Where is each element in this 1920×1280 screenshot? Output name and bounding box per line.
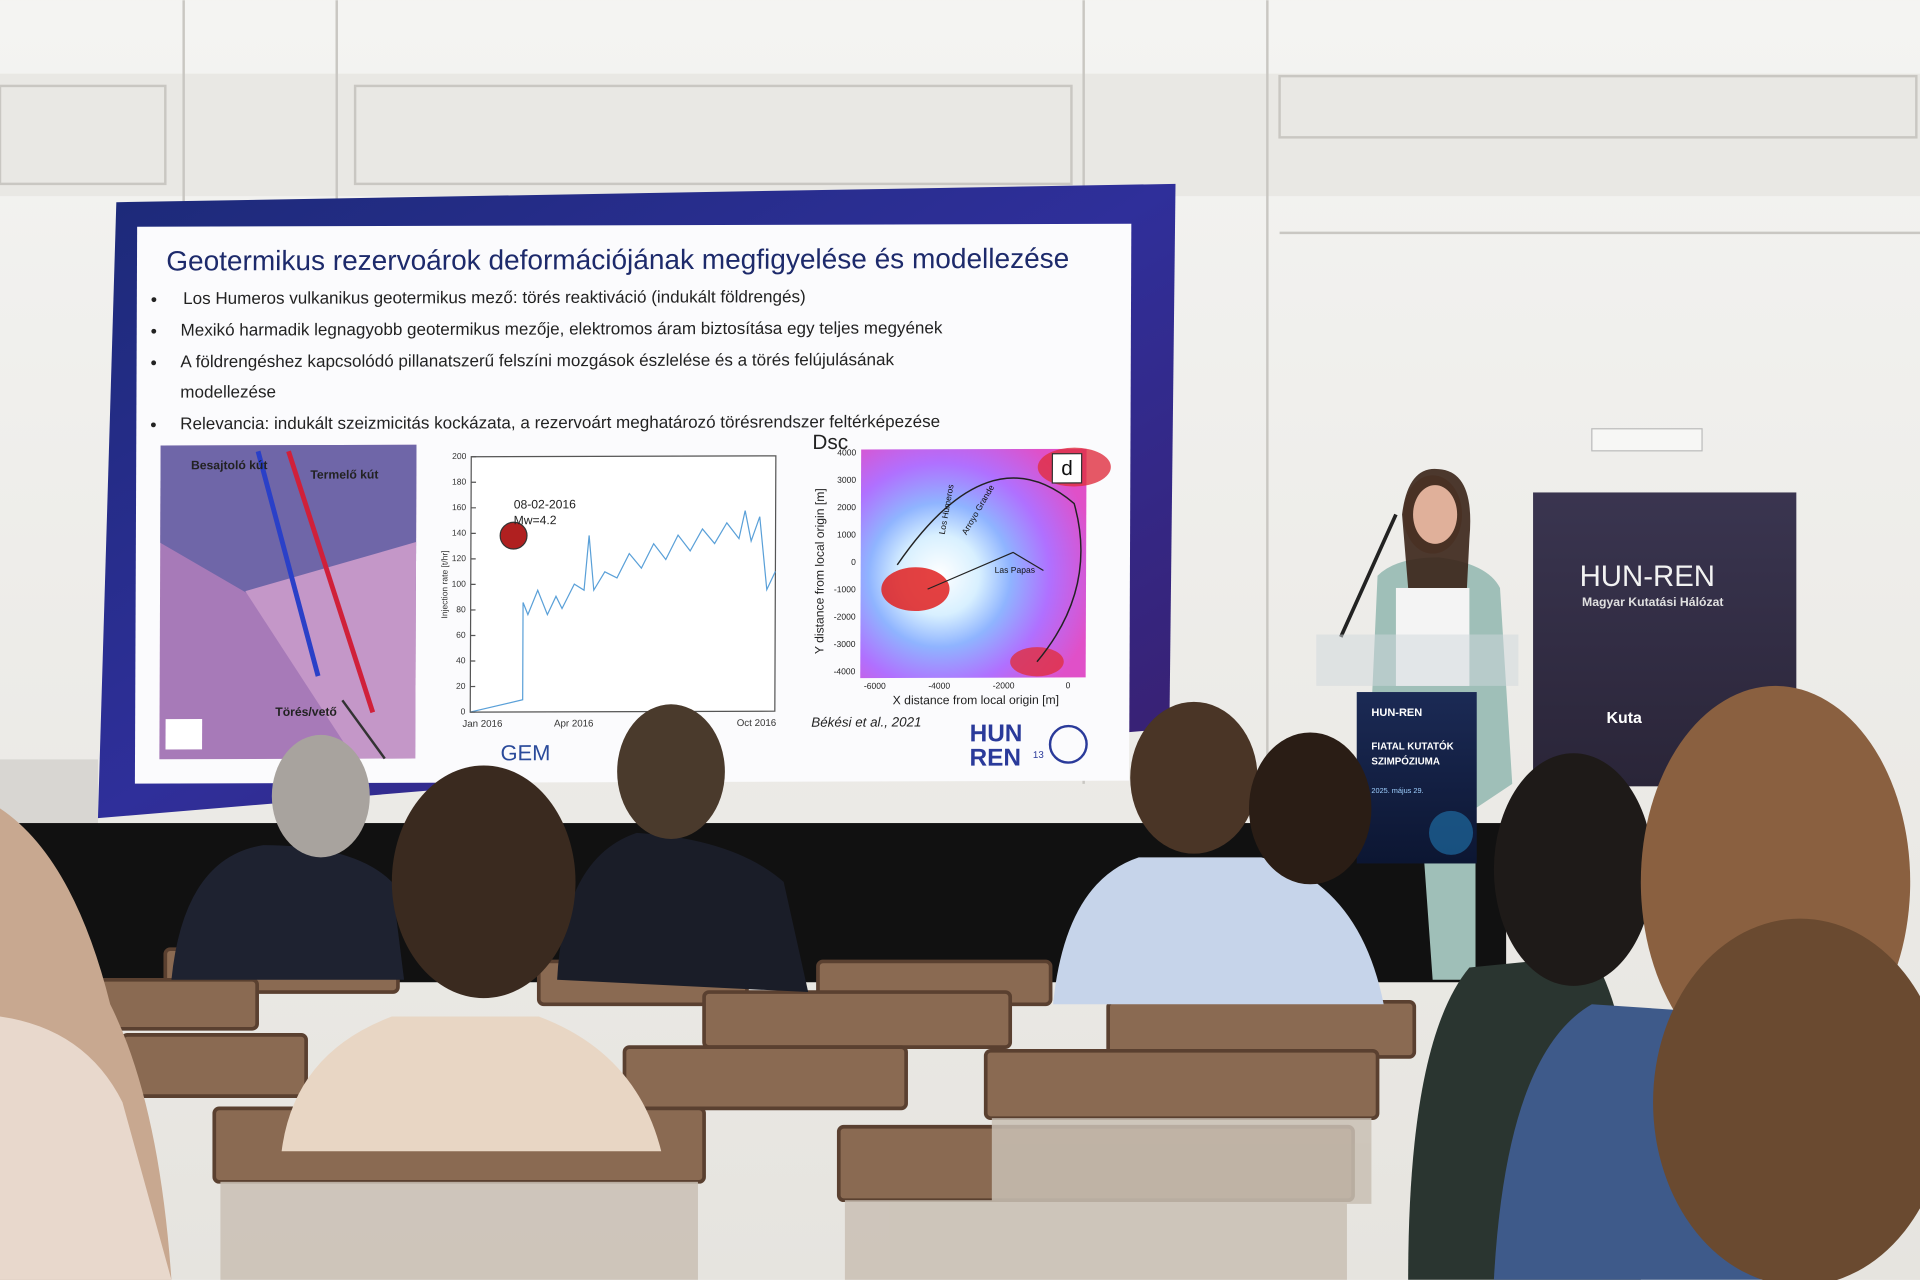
y-tick-label: -3000 (834, 639, 856, 649)
citation: Békési et al., 2021 (811, 714, 921, 729)
logo-text: HUN (970, 720, 1023, 747)
logo-circle (1048, 724, 1088, 764)
y-tick-label: -2000 (834, 612, 856, 622)
x-tick-label: Apr 2016 (554, 718, 594, 729)
y-tick-label: 4000 (837, 447, 856, 457)
bullet-text: Los Humeros vulkanikus geotermikus mező:… (183, 287, 806, 308)
y-tick-label: 120 (452, 553, 467, 563)
podium-title: SZIMPÓZIUMA (1371, 755, 1439, 767)
banner-brand: HUN-REN (1580, 560, 1715, 593)
y-tick-label: 100 (452, 579, 467, 589)
audience (0, 685, 1920, 1280)
bullet-list: Los Humeros vulkanikus geotermikus mező:… (150, 287, 943, 433)
x-tick-label: -2000 (993, 680, 1015, 690)
x-tick-label: -4000 (928, 681, 950, 691)
wall-socket (1591, 428, 1703, 452)
x-tick-label: Oct 2016 (737, 718, 777, 729)
radiator-grille (0, 759, 98, 833)
partner-logo: GEM (500, 740, 550, 765)
slide-title: Geotermikus rezervoárok deformációjának … (166, 243, 1069, 277)
banner-subtitle: Magyar Kutatási Hálózat (1582, 595, 1723, 609)
map-heading: Dsc (812, 431, 848, 454)
y-tick-label: 140 (452, 528, 467, 538)
frieze-ornament (0, 0, 1920, 797)
y-tick-label: -4000 (834, 666, 856, 676)
bullet-text: Relevancia: indukált szeizmicitás kockáz… (180, 412, 940, 433)
y-tick-label: 0 (461, 706, 466, 716)
logo-number: 13 (1033, 750, 1044, 761)
figure-label: Törés/vető (275, 705, 337, 719)
slide: Geotermikus rezervoárok deformációjának … (134, 223, 1132, 784)
bullet-dot (151, 297, 157, 303)
well-figure: Besajtoló kút Termelő kút Törés/vető (159, 444, 417, 760)
y-tick-label: 1000 (837, 529, 856, 539)
y-tick-label: -1000 (834, 584, 856, 594)
banner-partial: Kuta (1607, 710, 1643, 727)
bullet-dot (151, 328, 157, 334)
place-label: Las Papas (995, 565, 1035, 575)
bullet-dot (151, 360, 157, 366)
x-tick-label: Jan 2016 (462, 719, 502, 730)
y-tick-label: 160 (452, 502, 467, 512)
figure-label: Termelő kút (310, 467, 378, 481)
y-tick-label: 40 (456, 655, 466, 665)
y-tick-label: 2000 (837, 502, 856, 512)
frieze (0, 73, 1920, 197)
injection-plot: 08-02-2016 Mw=4.2 Injection rate [t/hr] … (439, 451, 777, 730)
microphone (1339, 513, 1398, 638)
y-tick-label: 20 (456, 681, 466, 691)
podium-brand: HUN-REN (1371, 707, 1422, 719)
plot-annotation: Mw=4.2 (514, 513, 557, 527)
y-tick-label: 0 (851, 557, 856, 567)
y-tick-label: 3000 (837, 475, 856, 485)
x-tick-label: 0 (1066, 680, 1071, 690)
y-tick-label: 60 (456, 630, 466, 640)
bullet-text: modellezése (180, 382, 276, 401)
deformation-map: d Dsc Los Humeros Arroyo Grande Las Papa… (812, 431, 1111, 707)
panel-letter: d (1061, 457, 1073, 480)
y-axis-label: Injection rate [t/hr] (439, 550, 449, 618)
podium-graphic (1428, 810, 1474, 855)
bullet-dot (150, 422, 156, 428)
podium-title: FIATAL KUTATÓK (1371, 741, 1453, 753)
logo-text: REN (970, 745, 1022, 772)
y-tick-label: 80 (456, 604, 466, 614)
y-tick-label: 200 (452, 451, 467, 461)
lectern-glass (1316, 634, 1519, 686)
y-tick-label: 180 (452, 477, 467, 487)
plot-annotation: 08-02-2016 (514, 497, 577, 511)
podium-date: 2025. május 29. (1371, 786, 1423, 795)
y-axis-label: Y distance from local origin [m] (812, 488, 827, 654)
bullet-text: Mexikó harmadik legnagyobb geotermikus m… (181, 318, 943, 339)
bullet-text: A földrengéshez kapcsolódó pillanatszerű… (180, 350, 894, 371)
x-tick-label: -6000 (864, 681, 886, 691)
x-axis-label: X distance from local origin [m] (893, 693, 1059, 707)
figure-label: Besajtoló kút (191, 458, 267, 472)
